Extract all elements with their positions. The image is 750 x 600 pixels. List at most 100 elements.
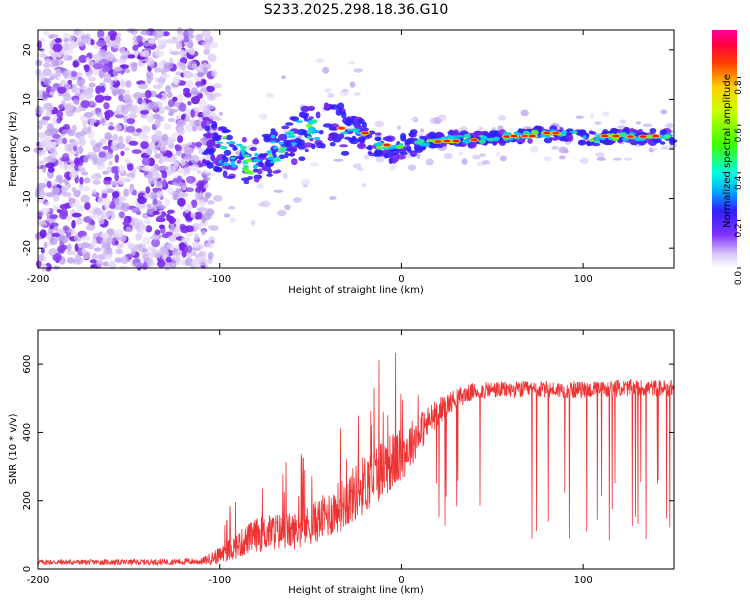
- spectrogram-noise-blob: [66, 250, 76, 255]
- spectrogram-core-blob: [285, 132, 292, 136]
- spectrogram-noise-blob: [176, 182, 187, 187]
- spectrogram-faint-blob: [207, 105, 216, 110]
- spectrogram-noise-blob: [172, 247, 178, 254]
- spectrogram-noise-blob: [207, 53, 217, 63]
- spectrogram-core-blob: [222, 162, 231, 166]
- spectrogram-noise-blob: [183, 155, 193, 161]
- spectrogram-faint-blob: [499, 155, 507, 162]
- spectrogram-noise-blob: [133, 262, 143, 268]
- spectrogram-noise-blob: [84, 64, 90, 73]
- spectrogram-noise-blob: [189, 119, 198, 127]
- spectrogram-noise-blob: [57, 86, 67, 94]
- spectrogram-noise-blob: [89, 39, 95, 46]
- spectrogram-noise-blob: [77, 41, 86, 47]
- spectrogram-noise-blob: [52, 194, 60, 202]
- snr-x-tick-label: -100: [208, 575, 231, 586]
- spectrogram-ridge-blob: [410, 129, 418, 135]
- spectrogram-noise-blob: [190, 199, 198, 208]
- spectrogram-x-axis-label: Height of straight line (km): [288, 285, 424, 296]
- spectrogram-noise-blob: [101, 65, 110, 73]
- spectrogram-faint-blob: [529, 145, 539, 153]
- spectrogram-noise-blob: [93, 53, 103, 62]
- spectrogram-faint-blob: [429, 117, 436, 125]
- spectrogram-ridge-blob: [659, 141, 666, 145]
- spectrogram-noise-blob: [145, 186, 151, 194]
- spectrogram-core-blob: [273, 146, 278, 150]
- spectrogram-noise-blob: [166, 209, 175, 214]
- spectrogram-noise-blob: [72, 98, 79, 105]
- spectrogram-noise-blob: [183, 87, 190, 93]
- spectrogram-noise-blob: [38, 53, 48, 58]
- spectrogram-faint-blob: [461, 158, 468, 165]
- spectrogram-noise-blob: [97, 196, 104, 205]
- spectrogram-faint-blob: [293, 197, 302, 203]
- spectrogram-faint-blob: [416, 153, 421, 159]
- spectrogram-noise-blob: [156, 215, 164, 222]
- spectrogram-ridge-blob: [243, 180, 250, 185]
- spectrogram-ridge-blob: [339, 144, 349, 148]
- colorbar-tick-label: 0.8: [734, 80, 744, 95]
- spectrogram-ridge-blob: [201, 151, 210, 155]
- spectrogram-x-tick-label: -100: [208, 274, 231, 285]
- spectrogram-noise-blob: [77, 242, 83, 249]
- spectrogram-noise-blob: [174, 78, 179, 86]
- spectrogram-ridge-blob: [301, 129, 308, 136]
- spectrogram-hot-spot: [338, 126, 345, 130]
- spectrogram-noise-blob: [124, 146, 130, 152]
- spectrogram-noise-blob: [191, 141, 196, 150]
- spectrogram-noise-blob: [114, 114, 125, 119]
- spectrogram-noise-blob: [127, 104, 135, 112]
- spectrogram-ridge-blob: [266, 173, 273, 177]
- spectrogram-noise-blob: [146, 258, 155, 267]
- spectrogram-noise-blob: [121, 202, 130, 212]
- spectrogram-noise-blob: [100, 232, 110, 239]
- spectrogram-noise-blob: [83, 155, 89, 164]
- spectrogram-y-tick-label: -20: [22, 240, 33, 256]
- spectrogram-ridge-blob: [559, 137, 569, 142]
- spectrogram-core-blob: [311, 119, 318, 124]
- spectrogram-ridge-blob: [659, 129, 668, 135]
- spectrogram-noise-blob: [63, 92, 71, 102]
- spectrogram-noise-blob: [127, 163, 134, 171]
- spectrogram-noise-blob: [177, 135, 184, 144]
- spectrogram-ridge-blob: [344, 136, 351, 140]
- spectrogram-ridge-blob: [241, 137, 247, 143]
- colorbar-gradient: [712, 30, 737, 268]
- spectrogram-noise-blob: [123, 188, 130, 197]
- spectrogram-ridge-blob: [278, 133, 288, 141]
- spectrogram-noise-blob: [138, 83, 149, 90]
- spectrogram-noise-blob: [201, 120, 207, 129]
- spectrogram-core-blob: [254, 152, 259, 157]
- spectrogram-noise-blob: [117, 88, 126, 95]
- spectrogram-noise-blob: [176, 126, 185, 136]
- spectrogram-faint-blob: [284, 204, 291, 211]
- spectrogram-noise-blob: [201, 29, 211, 37]
- spectrogram-noise-blob: [118, 211, 125, 219]
- spectrogram-faint-blob: [496, 152, 501, 157]
- spectrogram-noise-blob: [128, 114, 138, 119]
- spectrogram-noise-blob: [158, 224, 165, 229]
- spectrogram-core-blob: [593, 139, 601, 143]
- spectrogram-ridge-blob: [247, 176, 254, 180]
- colorbar: 0.0 0.2 0.4 0.6 0.8 Normalized spectral ampl…: [712, 30, 744, 285]
- spectrogram-ridge-blob: [498, 139, 506, 146]
- spectrogram-noise-blob: [43, 78, 52, 86]
- spectrogram-noise-blob: [172, 161, 179, 171]
- spectrogram-noise-blob: [107, 40, 117, 47]
- spectrogram-faint-blob: [363, 154, 369, 160]
- spectrogram-core-blob: [561, 130, 568, 135]
- spectrogram-noise-blob: [154, 153, 162, 159]
- spectrogram-core-blob: [305, 123, 313, 128]
- spectrogram-noise-blob: [183, 70, 194, 79]
- spectrogram-faint-blob: [375, 155, 385, 163]
- spectrogram-noise-blob: [197, 71, 204, 78]
- spectrogram-noise-blob: [137, 243, 143, 253]
- spectrogram-noise-blob: [40, 247, 45, 254]
- spectrogram-noise-blob: [39, 160, 45, 165]
- spectrogram-ridge-blob: [392, 152, 398, 156]
- spectrogram-noise-blob: [58, 228, 65, 236]
- spectrogram-noise-blob: [96, 161, 105, 166]
- spectrogram-noise-blob: [192, 241, 200, 248]
- spectrogram-noise-blob: [44, 262, 52, 272]
- snr-plot-area: [38, 330, 674, 569]
